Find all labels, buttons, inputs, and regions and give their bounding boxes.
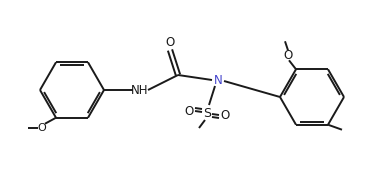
Text: O: O [38, 123, 46, 133]
Text: O: O [283, 49, 293, 62]
Text: O: O [165, 36, 175, 48]
Text: O: O [220, 108, 229, 122]
Text: S: S [203, 107, 211, 120]
Text: N: N [214, 73, 223, 87]
Text: O: O [184, 105, 194, 117]
Text: NH: NH [131, 83, 149, 97]
